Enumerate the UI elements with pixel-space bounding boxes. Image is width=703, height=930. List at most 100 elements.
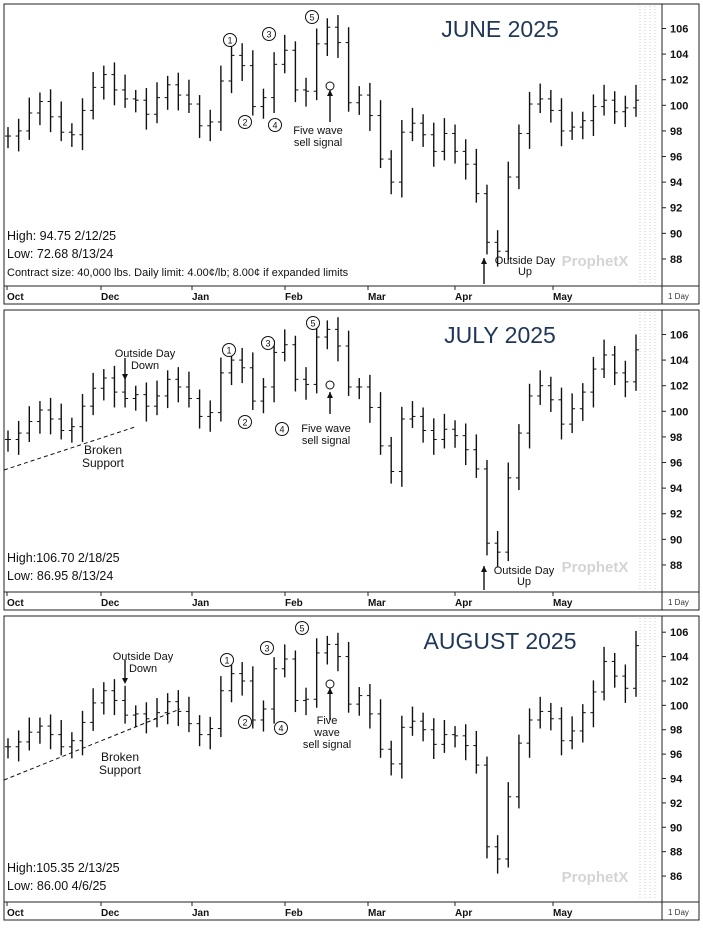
price-bar bbox=[271, 657, 278, 724]
price-bar bbox=[611, 346, 618, 386]
price-bar bbox=[462, 139, 469, 180]
price-bar bbox=[377, 699, 384, 758]
x-tick-label: Oct bbox=[7, 292, 24, 303]
outside-day-up-arrowhead bbox=[481, 566, 487, 572]
price-bar bbox=[303, 687, 310, 716]
y-tick-label: 96 bbox=[670, 458, 682, 470]
x-tick-label: Dec bbox=[101, 598, 120, 609]
wave-5-marker bbox=[306, 316, 320, 330]
chart-panel-2: 88 90 92 94 96 98 100 102 104 106 Oct Dec Jan Feb Mar A… bbox=[3, 309, 700, 611]
y-tick-label: 104 bbox=[670, 652, 689, 664]
price-bar bbox=[292, 41, 299, 103]
price-bar bbox=[281, 644, 288, 678]
price-bar bbox=[473, 434, 480, 478]
price-bar bbox=[271, 52, 278, 113]
price-bar bbox=[452, 420, 459, 448]
price-bar bbox=[377, 100, 384, 169]
y-tick-label: 90 bbox=[670, 822, 682, 834]
price-bar bbox=[143, 382, 150, 422]
x-tick-label: Jan bbox=[192, 292, 209, 303]
price-bar bbox=[409, 401, 416, 428]
price-bar bbox=[324, 635, 331, 665]
y-tick-label: 92 bbox=[670, 203, 682, 215]
price-bar bbox=[334, 317, 341, 362]
price-bar bbox=[494, 230, 501, 267]
price-bar bbox=[558, 707, 565, 756]
price-bar bbox=[58, 719, 65, 756]
price-bar bbox=[111, 365, 118, 408]
wave-4-marker bbox=[268, 118, 282, 132]
price-bar bbox=[441, 413, 448, 449]
price-bar bbox=[398, 120, 405, 198]
price-bar bbox=[633, 334, 639, 391]
price-bar bbox=[515, 124, 522, 190]
x-tick-label: Oct bbox=[7, 598, 24, 609]
five-wave-sell-signal-text: Five wave bbox=[301, 423, 351, 435]
price-bar bbox=[164, 693, 171, 725]
five-wave-sell-signal-text: wave bbox=[313, 727, 340, 739]
price-bar bbox=[473, 148, 480, 203]
wave-3-marker bbox=[261, 336, 275, 350]
price-bar bbox=[345, 330, 352, 396]
wave-4-label: 4 bbox=[279, 425, 284, 435]
period-label: 1 Day bbox=[668, 598, 689, 607]
price-bar bbox=[122, 685, 129, 724]
wave-3-label: 3 bbox=[265, 339, 270, 349]
outside-day-down-text: Outside Day bbox=[115, 348, 176, 360]
broken-support-line bbox=[3, 708, 181, 781]
wave-3-label: 3 bbox=[264, 644, 269, 654]
y-tick-label: 100 bbox=[670, 100, 688, 112]
panel-frame bbox=[3, 3, 700, 305]
price-bar bbox=[420, 114, 427, 147]
price-bar bbox=[217, 65, 224, 131]
x-tick-label: Dec bbox=[101, 292, 120, 303]
price-bar bbox=[260, 378, 267, 414]
wave-2-marker bbox=[238, 115, 252, 129]
chart-title: AUGUST 2025 bbox=[424, 628, 577, 654]
price-bar bbox=[5, 738, 11, 759]
price-bar bbox=[579, 111, 586, 140]
price-bar bbox=[122, 74, 129, 108]
x-tick-label: Feb bbox=[285, 598, 303, 609]
chart-panel-1: 88 90 92 94 96 98 100 102 104 106 Oct Dec Jan Feb Mar A… bbox=[3, 3, 700, 305]
price-bar bbox=[292, 650, 299, 713]
price-bar bbox=[26, 97, 33, 140]
price-bar bbox=[601, 646, 608, 701]
sell-signal-circle bbox=[325, 679, 335, 689]
x-tick-label: May bbox=[553, 598, 573, 609]
price-bar bbox=[175, 690, 182, 727]
price-bar bbox=[111, 62, 118, 106]
price-bar bbox=[558, 98, 565, 147]
price-bar bbox=[228, 351, 235, 386]
price-bar bbox=[303, 367, 310, 400]
price-bar bbox=[100, 682, 107, 715]
x-tick-label: Mar bbox=[368, 908, 386, 919]
x-tick-label: May bbox=[553, 292, 573, 303]
price-bar bbox=[36, 401, 43, 434]
price-bar bbox=[334, 632, 341, 672]
price-bar bbox=[175, 72, 182, 111]
price-bar bbox=[622, 95, 629, 128]
price-bar bbox=[185, 696, 192, 733]
price-bar bbox=[239, 662, 246, 696]
price-bar bbox=[366, 82, 373, 131]
wave-3-marker bbox=[260, 641, 274, 655]
price-bar bbox=[515, 424, 522, 491]
price-bar bbox=[441, 719, 448, 753]
period-label: 1 Day bbox=[668, 908, 689, 917]
price-bar bbox=[271, 340, 278, 403]
y-tick-label: 106 bbox=[670, 627, 688, 639]
five-wave-sell-signal-text: Five bbox=[317, 715, 338, 727]
wave-5-label: 5 bbox=[299, 624, 304, 634]
price-bar bbox=[505, 782, 512, 868]
price-bar bbox=[526, 91, 533, 149]
wave-2-label: 2 bbox=[242, 718, 247, 728]
price-bar bbox=[569, 716, 576, 750]
five-wave-sell-signal-text: Five wave bbox=[293, 125, 343, 137]
x-tick-label: Mar bbox=[368, 292, 386, 303]
price-bar bbox=[26, 717, 33, 751]
price-bar bbox=[483, 459, 490, 556]
x-tick-label: Dec bbox=[101, 908, 120, 919]
